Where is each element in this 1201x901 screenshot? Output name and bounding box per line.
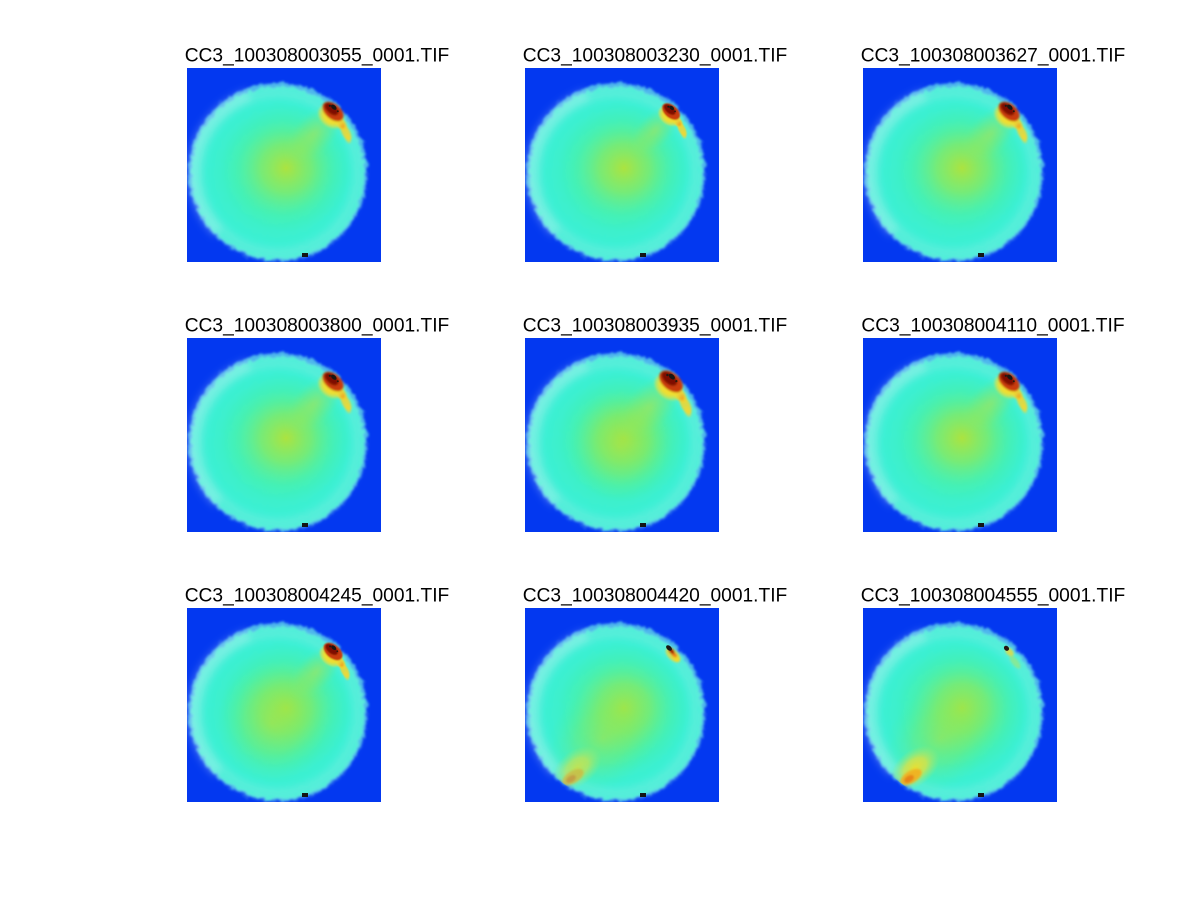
svg-text:CC3_100308004245_0001.TIF: CC3_100308004245_0001.TIF <box>185 586 450 607</box>
svg-text:CC3_100308004420_0001.TIF: CC3_100308004420_0001.TIF <box>523 586 788 607</box>
svg-text:CC3_100308003230_0001.TIF: CC3_100308003230_0001.TIF <box>523 46 788 67</box>
svg-text:CC3_100308004555_0001.TIF: CC3_100308004555_0001.TIF <box>861 586 1126 607</box>
svg-text:CC3_100308003935_0001.TIF: CC3_100308003935_0001.TIF <box>523 316 788 337</box>
svg-text:CC3_100308003055_0001.TIF: CC3_100308003055_0001.TIF <box>185 46 450 67</box>
svg-text:CC3_100308004110_0001.TIF: CC3_100308004110_0001.TIF <box>861 316 1124 337</box>
svg-text:CC3_100308003627_0001.TIF: CC3_100308003627_0001.TIF <box>861 46 1126 67</box>
svg-text:CC3_100308003800_0001.TIF: CC3_100308003800_0001.TIF <box>185 316 450 337</box>
